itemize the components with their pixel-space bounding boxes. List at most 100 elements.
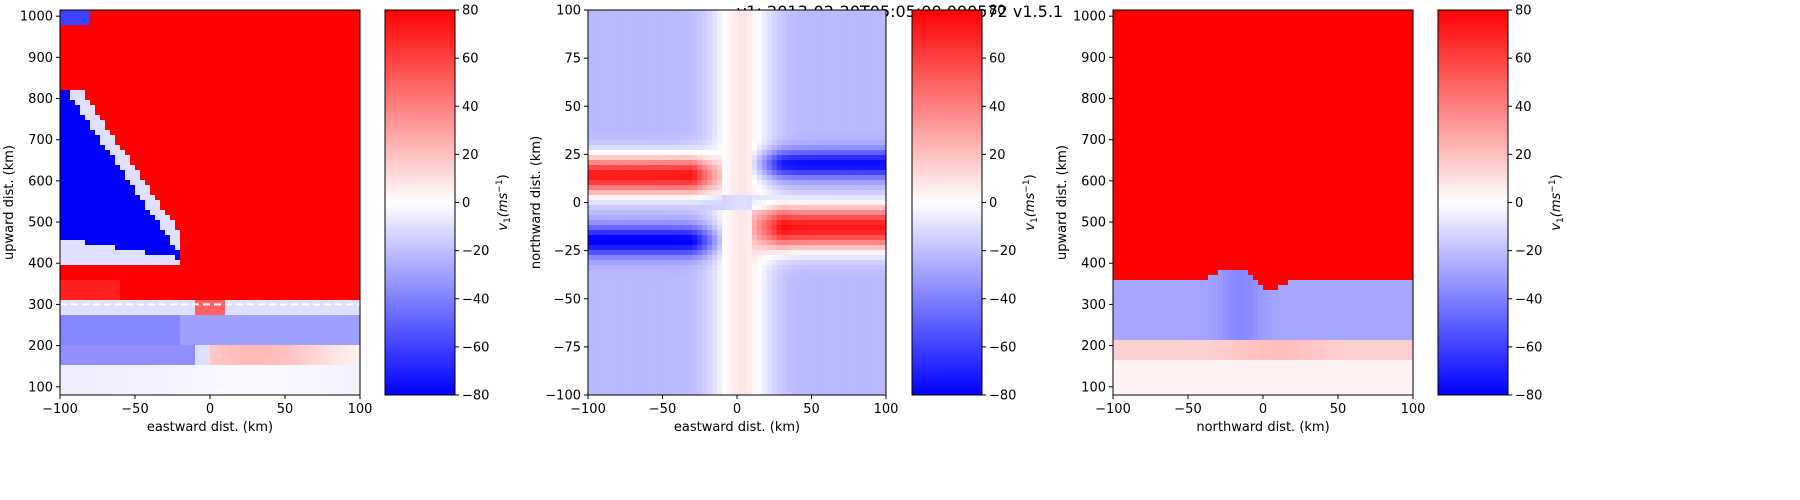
heatmap-cell	[195, 155, 201, 161]
heatmap-cell	[300, 110, 306, 116]
heatmap-cell	[588, 205, 594, 211]
heatmap-cell	[85, 375, 91, 381]
heatmap-cell	[310, 160, 316, 166]
heatmap-cell	[150, 200, 156, 206]
heatmap-cell	[230, 130, 236, 136]
heatmap-cell	[315, 15, 321, 21]
heatmap-cell	[290, 310, 296, 316]
heatmap-cell	[115, 180, 121, 186]
heatmap-cell	[175, 160, 181, 166]
heatmap-cell	[597, 275, 604, 281]
heatmap-cell	[100, 330, 106, 336]
heatmap-cell	[350, 330, 356, 336]
heatmap-cell	[75, 60, 81, 66]
heatmap-cell	[325, 90, 331, 96]
heatmap-cell	[135, 315, 141, 321]
heatmap-cell	[325, 315, 331, 321]
heatmap-cell	[85, 15, 91, 21]
heatmap-cell	[240, 20, 246, 26]
heatmap-cell	[340, 275, 346, 281]
heatmap-cell	[190, 160, 196, 166]
heatmap-cell	[305, 175, 311, 181]
heatmap-cell	[110, 35, 116, 41]
heatmap-cell	[310, 110, 316, 116]
heatmap-cell	[130, 60, 136, 66]
heatmap-cell	[200, 100, 206, 106]
heatmap-cell	[602, 65, 609, 71]
heatmap-cell	[185, 215, 191, 221]
heatmap-cell	[245, 105, 251, 111]
heatmap-cell	[290, 185, 296, 191]
heatmap-cell	[60, 345, 66, 351]
heatmap-cell	[65, 235, 71, 241]
heatmap-cell	[105, 390, 111, 395]
heatmap-cell	[125, 115, 131, 121]
heatmap-cell	[65, 305, 71, 311]
heatmap-cell	[250, 275, 256, 281]
heatmap-cell	[100, 120, 106, 126]
heatmap-cell	[305, 130, 311, 136]
heatmap-cell	[210, 165, 216, 171]
heatmap-cell	[180, 90, 186, 96]
heatmap-cell	[140, 385, 146, 391]
heatmap-cell	[315, 180, 321, 186]
heatmap-cell	[260, 345, 266, 351]
heatmap-cell	[60, 225, 66, 231]
heatmap-cell	[215, 290, 221, 296]
heatmap-cell	[230, 245, 236, 251]
heatmap-cell	[195, 265, 201, 271]
heatmap-cell	[215, 40, 221, 46]
heatmap-cell	[290, 355, 296, 361]
heatmap-cell	[295, 340, 301, 346]
heatmap-cell	[140, 25, 146, 31]
heatmap-cell	[170, 325, 176, 331]
heatmap-cell	[80, 90, 86, 96]
heatmap-cell	[165, 175, 171, 181]
heatmap-cell	[205, 380, 211, 386]
heatmap-cell	[140, 135, 146, 141]
heatmap-cell	[80, 280, 86, 286]
heatmap-cell	[130, 145, 136, 151]
heatmap-cell	[250, 370, 256, 376]
heatmap-cell	[295, 365, 301, 371]
heatmap-cell	[70, 160, 76, 166]
heatmap-cell	[130, 95, 136, 101]
heatmap-cell	[105, 340, 111, 346]
heatmap-cell	[195, 210, 201, 216]
heatmap-cell	[230, 345, 236, 351]
heatmap-cell	[345, 15, 351, 21]
heatmap-cell	[140, 35, 146, 41]
heatmap-cell	[155, 135, 161, 141]
heatmap-cell	[190, 60, 196, 66]
heatmap-cell	[350, 260, 356, 266]
heatmap-cell	[110, 385, 116, 391]
heatmap-cell	[130, 270, 136, 276]
heatmap-cell	[115, 130, 121, 136]
heatmap-cell	[285, 250, 291, 256]
heatmap-cell	[260, 325, 266, 331]
heatmap-cell	[165, 330, 171, 336]
heatmap-cell	[165, 315, 171, 321]
heatmap-cell	[275, 215, 281, 221]
heatmap-cell	[592, 100, 599, 106]
heatmap-cell	[75, 265, 81, 271]
heatmap-cell	[588, 25, 594, 31]
heatmap-cell	[290, 225, 296, 231]
heatmap-cell	[140, 235, 146, 241]
heatmap-cell	[65, 320, 71, 326]
heatmap-cell	[215, 345, 221, 351]
heatmap-cell	[125, 110, 131, 116]
heatmap-cell	[325, 160, 331, 166]
heatmap-cell	[185, 290, 191, 296]
heatmap-cell	[150, 30, 156, 36]
heatmap-cell	[205, 345, 211, 351]
heatmap-cell	[95, 100, 101, 106]
heatmap-cell	[60, 275, 66, 281]
heatmap-cell	[175, 220, 181, 226]
heatmap-cell	[145, 315, 151, 321]
heatmap-cell	[588, 50, 594, 56]
heatmap-cell	[180, 65, 186, 71]
heatmap-cell	[240, 30, 246, 36]
heatmap-cell	[70, 105, 76, 111]
heatmap-cell	[285, 235, 291, 241]
